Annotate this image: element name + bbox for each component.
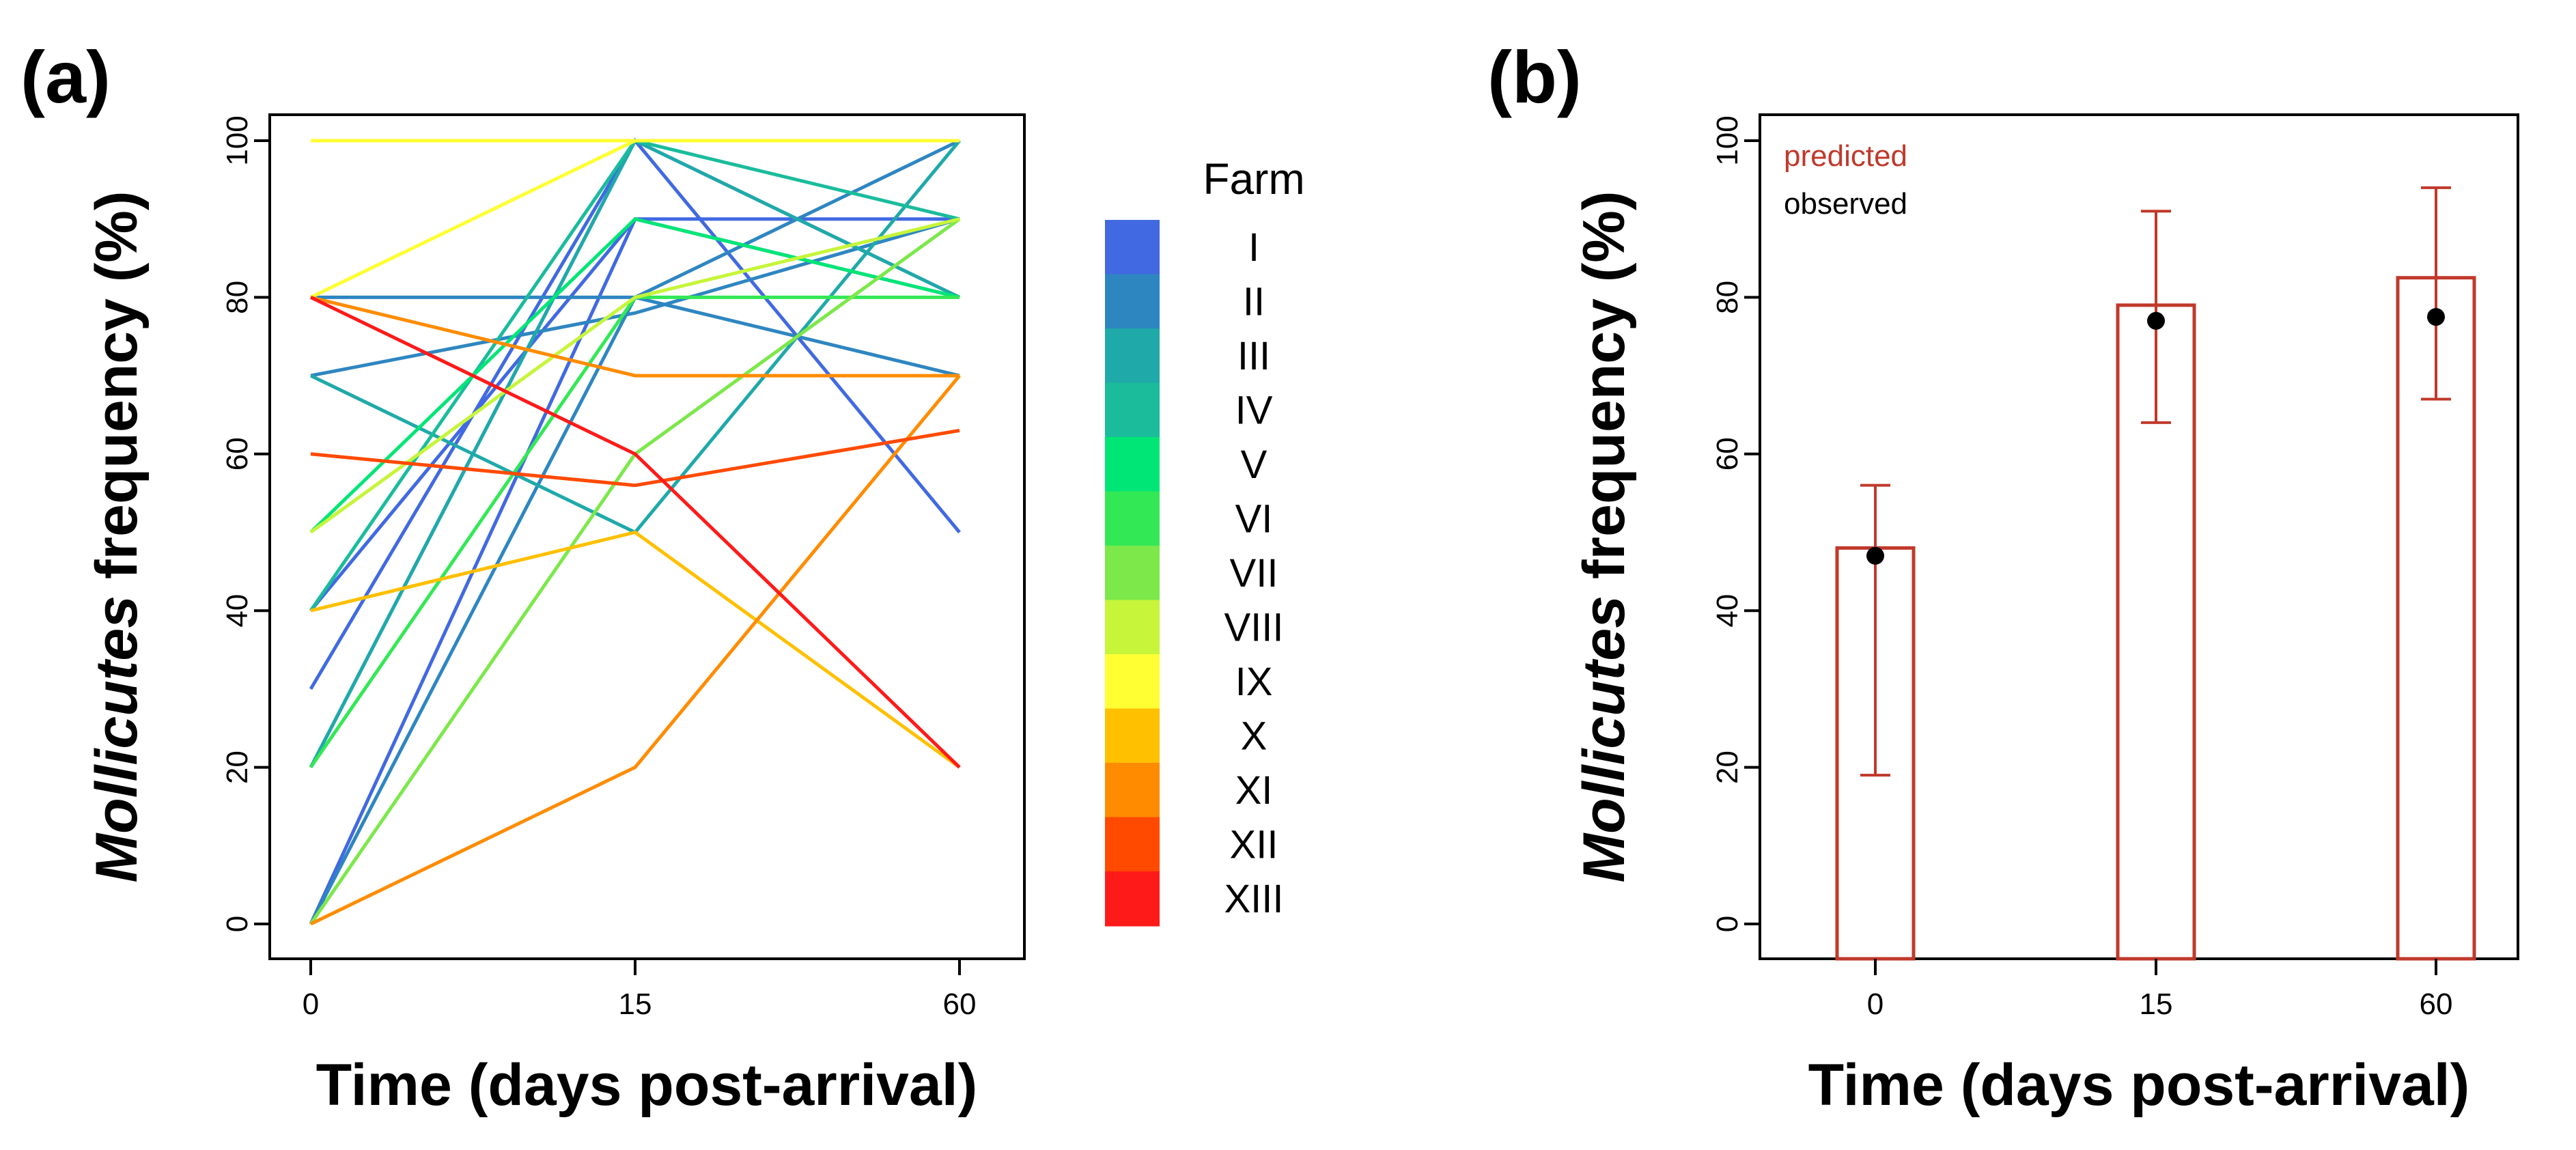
- series-line-farm-x-16: [310, 530, 961, 769]
- y-tick-label-60: 60: [1711, 437, 1744, 471]
- legend-label-x: X: [1241, 714, 1268, 758]
- x-tick-label-0: 0: [303, 987, 319, 1021]
- legend-swatch-ii: [1105, 274, 1160, 329]
- y-tick-label-60: 60: [221, 437, 254, 471]
- panel-a-plot-frame: [268, 113, 1026, 960]
- legend-swatch-xiii: [1105, 871, 1160, 927]
- panel-b-plot-frame: [1759, 113, 2519, 960]
- series-line-farm-xii-19: [310, 428, 960, 488]
- panel-b-x-axis-label: Time (days post-arrival): [1808, 1052, 2470, 1118]
- panel-a-x-axis-label: Time (days post-arrival): [316, 1052, 978, 1118]
- legend-swatch-iv: [1105, 382, 1160, 438]
- legend-label-i: I: [1248, 225, 1259, 270]
- panel-b-y-axis: 0 20 40 60 80 100: [1711, 115, 1760, 932]
- legend-predicted: predicted: [1784, 139, 1907, 173]
- legend-swatch-viii: [1105, 600, 1160, 655]
- legend-swatch-i: [1105, 220, 1160, 275]
- series-line-farm-ii-4: [310, 217, 960, 378]
- y-tick-label-80: 80: [221, 281, 254, 314]
- legend-swatch-v: [1105, 437, 1160, 492]
- legend-label-vii: VII: [1230, 551, 1278, 595]
- series-line-farm-xi-17: [309, 374, 961, 926]
- observed-point-60: [2427, 308, 2445, 326]
- legend-label-ix: IX: [1235, 660, 1273, 704]
- panel-a-series-lines: [309, 137, 961, 926]
- legend-title: Farm: [1203, 154, 1304, 204]
- series-line-farm-xiii-20: [309, 296, 961, 769]
- legend-label-v: V: [1241, 443, 1268, 487]
- observed-point-0: [1866, 546, 1884, 565]
- panel-b: (b) 0 20 40 60 80 100 0 15 60 predicted observe…: [1487, 36, 2519, 1118]
- legend-label-xiii: XIII: [1224, 877, 1283, 921]
- legend-label-vi: VI: [1235, 496, 1273, 541]
- legend-swatch-ix: [1105, 654, 1160, 710]
- legend-label-viii: VIII: [1224, 605, 1283, 649]
- panel-b-y-axis-label-rest: frequency (%): [1571, 191, 1637, 595]
- panel-a-label: (a): [20, 36, 111, 118]
- legend-swatch-vii: [1105, 546, 1160, 601]
- panel-a-y-axis-label-rest: frequency (%): [84, 191, 150, 595]
- y-tick-label-40: 40: [1711, 594, 1744, 628]
- x-tick-label-15: 15: [2140, 987, 2173, 1021]
- series-line-farm-i-0: [309, 217, 960, 925]
- legend-label-ii: II: [1243, 279, 1265, 324]
- series-line-farm-iii-7: [309, 139, 961, 535]
- legend-swatch-vi: [1105, 491, 1160, 546]
- legend-label-iv: IV: [1235, 388, 1273, 432]
- panel-a: (a) 0 20 40 60 80 100 0 15 60 Time (days post-a…: [20, 36, 1305, 1118]
- x-tick-label-15: 15: [619, 987, 652, 1021]
- x-tick-label-60: 60: [943, 987, 977, 1021]
- series-line-farm-vii-12: [309, 217, 961, 925]
- y-tick-label-80: 80: [1711, 281, 1744, 314]
- legend-swatch-iii: [1105, 328, 1160, 384]
- legend-swatch-x: [1105, 708, 1160, 763]
- y-tick-label-20: 20: [1711, 751, 1744, 784]
- y-tick-label-100: 100: [221, 115, 254, 165]
- panel-a-y-axis-label-italic: Mollicutes: [84, 595, 150, 883]
- x-tick-label-0: 0: [1867, 987, 1884, 1021]
- panel-a-y-axis: 0 20 40 60 80 100: [221, 115, 270, 932]
- panel-b-x-axis: 0 15 60: [1867, 959, 2453, 1021]
- panel-b-y-axis-label: Mollicutes frequency (%): [1571, 191, 1637, 882]
- series-line-farm-v-10: [309, 216, 960, 534]
- series-line-farm-ii-6: [311, 295, 960, 378]
- series-line-farm-viii-13: [309, 217, 960, 534]
- legend-observed: observed: [1784, 187, 1907, 221]
- observed-point-15: [2147, 311, 2165, 330]
- series-line-farm-xi-18: [310, 295, 960, 378]
- y-tick-label-0: 0: [221, 916, 254, 932]
- legend-swatch-xii: [1105, 817, 1160, 872]
- legend-label-xi: XI: [1235, 768, 1273, 813]
- y-tick-label-40: 40: [221, 594, 254, 628]
- y-tick-label-0: 0: [1711, 916, 1744, 932]
- y-tick-label-100: 100: [1711, 115, 1744, 165]
- legend-swatch-xi: [1105, 763, 1160, 818]
- panel-b-bars: [1835, 186, 2476, 961]
- panel-a-x-axis: 0 15 60: [303, 959, 977, 1021]
- legend-label-iii: III: [1237, 334, 1270, 378]
- panel-a-y-axis-label: Mollicutes frequency (%): [84, 191, 150, 882]
- panel-b-label: (b): [1487, 36, 1582, 118]
- panel-b-y-axis-label-italic: Mollicutes: [1571, 595, 1637, 883]
- x-tick-label-60: 60: [2420, 987, 2453, 1021]
- legend-label-xii: XII: [1230, 822, 1278, 867]
- y-tick-label-20: 20: [221, 751, 254, 784]
